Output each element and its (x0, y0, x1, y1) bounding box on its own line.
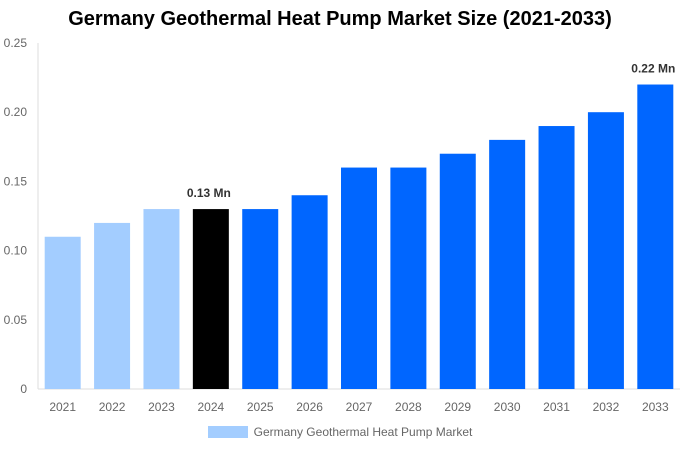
x-tick-label: 2024 (197, 400, 224, 414)
bar-2030 (489, 139, 526, 389)
data-label-2033: 0.22 Mn (631, 62, 675, 76)
x-tick-label: 2027 (346, 400, 373, 414)
y-tick-label: 0.15 (4, 174, 28, 188)
x-tick-label: 2025 (247, 400, 274, 414)
chart-title: Germany Geothermal Heat Pump Market Size… (68, 8, 612, 30)
bar-2033 (637, 84, 674, 390)
bar-2021 (44, 236, 81, 389)
bar-2023 (143, 209, 180, 389)
x-tick-label: 2032 (593, 400, 620, 414)
bar-2029 (439, 153, 476, 389)
x-tick-label: 2033 (642, 400, 669, 414)
bar-2027 (341, 167, 377, 389)
x-tick-label: 2028 (395, 400, 422, 414)
legend-label: Germany Geothermal Heat Pump Market (253, 425, 473, 439)
x-tick-label: 2021 (49, 400, 76, 414)
legend: Germany Geothermal Heat Pump Market (0, 425, 680, 439)
y-tick-label: 0.25 (4, 36, 28, 50)
y-tick-label: 0.20 (4, 105, 28, 119)
legend-swatch (207, 426, 248, 438)
data-label-2024: 0.13 Mn (187, 186, 231, 200)
y-tick-label: 0 (20, 382, 27, 396)
y-tick-label: 0.10 (4, 244, 28, 258)
bar-2032 (587, 112, 624, 389)
x-tick-label: 2031 (543, 400, 570, 414)
bar-2028 (390, 167, 427, 389)
x-tick-label: 2026 (296, 400, 323, 414)
y-tick-label: 0.05 (4, 313, 28, 327)
bar-2031 (538, 126, 575, 389)
x-tick-label: 2029 (444, 400, 471, 414)
x-tick-label: 2030 (494, 400, 521, 414)
bar-2022 (94, 222, 131, 389)
x-tick-label: 2023 (148, 400, 175, 414)
bar-2024 (192, 209, 229, 389)
x-tick-label: 2022 (99, 400, 126, 414)
bar-2026 (291, 195, 328, 389)
bar-chart: 0 0.05 0.10 0.15 0.20 0.25 2021 2022 2023 2024 202… (4, 36, 680, 414)
bar-2025 (242, 209, 279, 389)
